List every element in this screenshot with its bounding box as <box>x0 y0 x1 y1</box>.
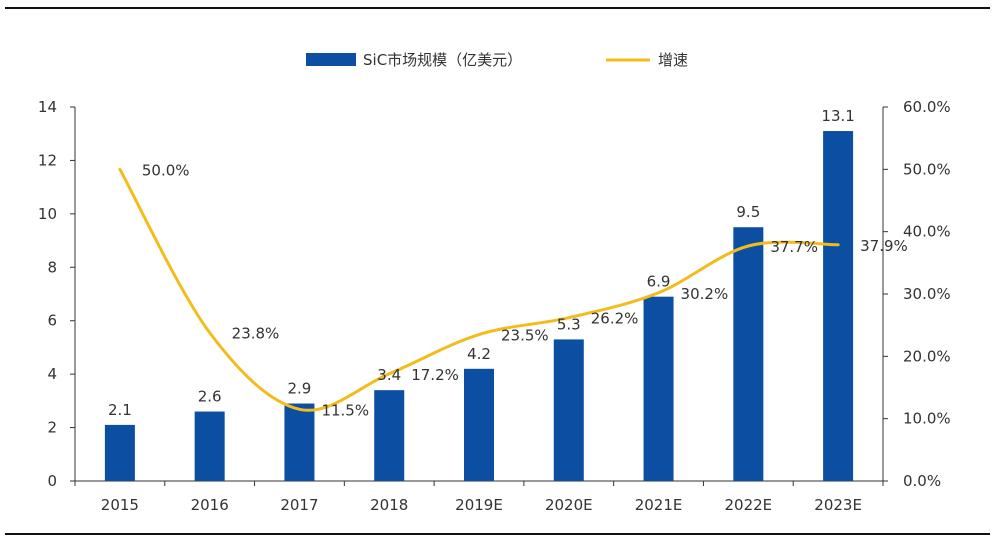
x-tick-label: 2023E <box>814 496 862 514</box>
x-tick-label: 2017 <box>280 496 318 514</box>
growth-value-label: 26.2% <box>591 310 639 328</box>
growth-value-label: 23.8% <box>232 325 280 343</box>
bar <box>733 227 764 481</box>
right-tick-label: 40.0% <box>903 223 951 241</box>
bar <box>374 390 405 481</box>
bar <box>194 411 225 481</box>
growth-value-label: 37.9% <box>860 237 908 255</box>
growth-line-layer <box>118 167 840 412</box>
bar-value-label: 6.9 <box>647 273 671 291</box>
bar <box>643 296 674 481</box>
right-tick-label: 20.0% <box>903 347 951 365</box>
bar-value-label: 9.5 <box>736 203 760 221</box>
left-tick-label: 8 <box>47 258 57 276</box>
bar <box>464 368 494 481</box>
legend-bar-swatch <box>306 53 356 66</box>
x-tick-label: 2020E <box>545 496 593 514</box>
right-tick-label: 0.0% <box>903 472 941 490</box>
growth-line <box>118 167 840 412</box>
x-tick-label: 2022E <box>725 496 773 514</box>
bar <box>284 403 315 481</box>
x-tick-label: 2016 <box>191 496 229 514</box>
growth-value-label: 11.5% <box>321 401 369 419</box>
left-tick-label: 4 <box>47 365 57 383</box>
left-tick-label: 14 <box>38 98 57 116</box>
bar <box>553 339 584 481</box>
bar-value-label: 2.1 <box>108 401 132 419</box>
growth-value-label: 37.7% <box>770 238 818 256</box>
left-tick-label: 12 <box>38 151 57 169</box>
legend-bar-label: SiC市场规模（亿美元） <box>363 51 522 69</box>
left-tick-label: 6 <box>47 312 57 330</box>
right-tick-label: 60.0% <box>903 98 951 116</box>
bar-value-label: 13.1 <box>821 107 854 125</box>
growth-value-label: 17.2% <box>411 366 459 384</box>
x-tick-label: 2019E <box>455 496 503 514</box>
legend-line-label: 增速 <box>658 51 688 69</box>
growth-value-label: 50.0% <box>142 161 190 179</box>
right-tick-label: 10.0% <box>903 410 951 428</box>
bar-value-label: 2.6 <box>198 388 222 406</box>
left-tick-label: 2 <box>47 419 57 437</box>
right-tick-label: 50.0% <box>903 160 951 178</box>
left-tick-label: 0 <box>47 472 57 490</box>
x-tick-label: 2021E <box>635 496 683 514</box>
bar-value-label: 2.9 <box>288 380 312 398</box>
x-tick-label: 2018 <box>370 496 408 514</box>
growth-value-label: 30.2% <box>681 285 729 303</box>
bar-value-label: 4.2 <box>467 345 491 363</box>
data-labels: 2.1 2.6 2.9 3.4 4.2 5.3 6.9 9.5 13.1 50.0% 23.8% 11… <box>108 107 908 419</box>
bars <box>104 131 854 482</box>
bar-value-label: 5.3 <box>557 315 581 333</box>
bar <box>104 424 135 481</box>
bar-value-label: 3.4 <box>377 366 401 384</box>
right-tick-label: 30.0% <box>903 285 951 303</box>
growth-value-label: 23.5% <box>501 327 549 345</box>
legend: SiC市场规模（亿美元） 增速 <box>306 51 688 69</box>
left-tick-label: 10 <box>38 205 57 223</box>
x-tick-label: 2015 <box>101 496 139 514</box>
bar <box>823 131 854 482</box>
